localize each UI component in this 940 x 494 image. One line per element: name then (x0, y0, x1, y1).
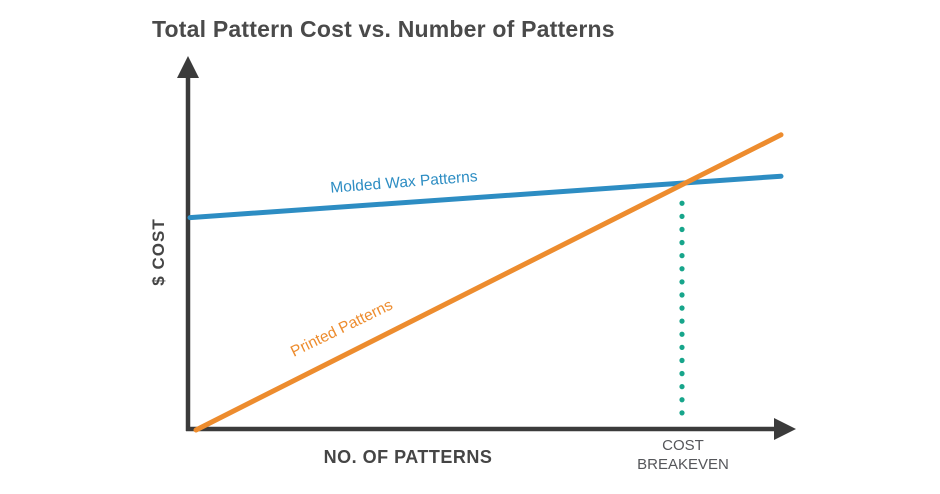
breakeven-label-line2: BREAKEVEN (637, 456, 729, 473)
y-axis-arrowhead-icon (177, 56, 199, 78)
chart-title: Total Pattern Cost vs. Number of Pattern… (152, 16, 615, 42)
x-axis-arrowhead-icon (774, 418, 796, 440)
breakeven-annotation-label: COST BREAKEVEN (613, 436, 753, 474)
y-axis-label: $ COST (149, 218, 168, 286)
molded-wax-line (187, 173, 784, 221)
x-axis-label: NO. OF PATTERNS (323, 447, 493, 467)
breakeven-label-line1: COST (662, 437, 704, 454)
printed-patterns-line (193, 132, 784, 433)
